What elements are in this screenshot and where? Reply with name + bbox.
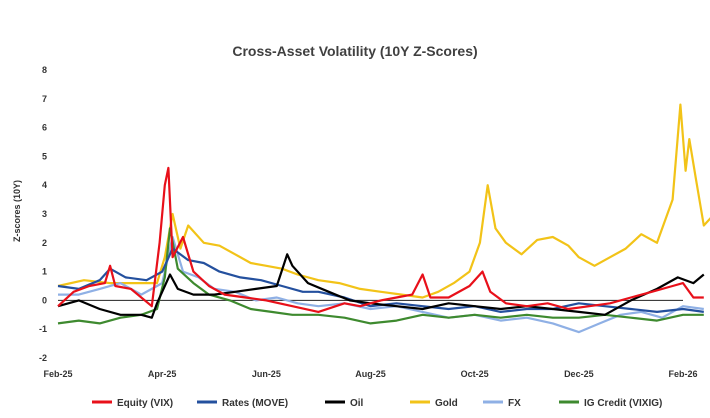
series-line-oil <box>57 253 705 319</box>
series-line-rates-move <box>57 247 704 313</box>
x-tick-label: Feb-25 <box>43 369 72 379</box>
legend-label: Oil <box>350 398 364 409</box>
x-tick-label: Dec-25 <box>564 369 594 379</box>
y-tick-label: 7 <box>42 94 47 104</box>
y-tick-label: 3 <box>42 209 47 219</box>
legend-label: Equity (VIX) <box>117 398 173 409</box>
y-tick-label: -1 <box>39 324 47 334</box>
y-tick-label: 5 <box>42 151 47 161</box>
y-tick-label: 6 <box>42 123 47 133</box>
y-tick-label: 1 <box>42 267 47 277</box>
x-tick-label: Feb-26 <box>668 369 697 379</box>
y-tick-label: 8 <box>42 65 47 75</box>
x-tick-label: Aug-25 <box>355 369 386 379</box>
legend-label: IG Credit (VIXIG) <box>584 398 662 409</box>
legend-label: Rates (MOVE) <box>222 398 288 409</box>
y-tick-label: 0 <box>42 295 47 305</box>
series-line-gold <box>57 103 710 299</box>
y-tick-label: 2 <box>42 238 47 248</box>
y-tick-label: 4 <box>42 180 47 190</box>
x-tick-label: Oct-25 <box>461 369 489 379</box>
chart-title: Cross-Asset Volatility (10Y Z-Scores) <box>232 43 477 59</box>
y-axis: -2 -1 0 1 2 3 4 5 6 7 8 <box>39 65 47 363</box>
legend: Equity (VIX) Rates (MOVE) Oil Gold FX IG Cred… <box>92 398 662 409</box>
series-line-ig-credit-vixig <box>57 227 704 325</box>
legend-label: FX <box>508 398 521 409</box>
series-line-equity-vix <box>57 166 704 313</box>
x-tick-label: Jun-25 <box>252 369 281 379</box>
series-lines <box>57 103 710 334</box>
x-axis: Feb-25 Apr-25 Jun-25 Aug-25 Oct-25 Dec-25 Feb-… <box>43 369 697 379</box>
y-tick-label: -2 <box>39 353 47 363</box>
y-axis-title: Z-scores (10Y) <box>12 180 22 242</box>
x-tick-label: Apr-25 <box>148 369 177 379</box>
legend-label: Gold <box>435 398 458 409</box>
